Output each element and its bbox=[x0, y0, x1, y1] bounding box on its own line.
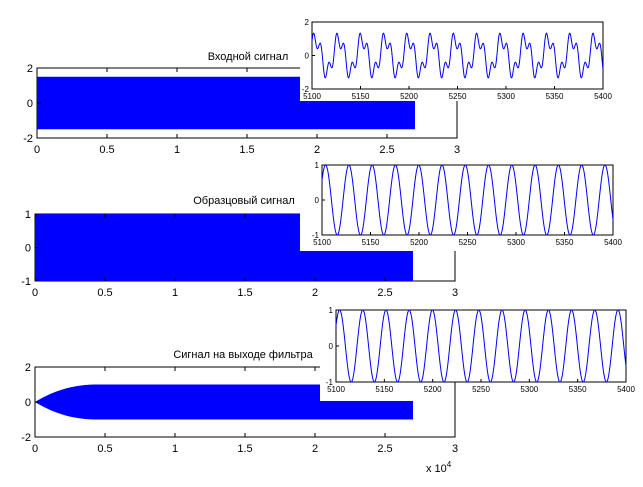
panel-3-inset-y-tick-label: 0 bbox=[329, 342, 334, 351]
panel-2-inset-series bbox=[321, 164, 614, 236]
panel-3-inset-axes bbox=[335, 309, 627, 383]
panel-1-title: Входной сигнал bbox=[208, 51, 289, 63]
panel-3-title: Сигнал на выходе фильтра bbox=[173, 349, 313, 361]
panel-1-inset-x-tick-label: 5250 bbox=[449, 92, 467, 101]
panel-3-inset-x-tick-label: 5300 bbox=[520, 385, 538, 394]
panel-1-inset-x-tick-label: 5150 bbox=[352, 92, 370, 101]
panel-1-inset-x-tick-label: 5350 bbox=[546, 92, 564, 101]
panel-1-inset-x-tick-label: 5100 bbox=[303, 92, 321, 101]
panel-2-inset-x-tick-label: 5250 bbox=[459, 238, 477, 247]
panel-1-inset-x-ticks: 5100 5150 5200 5250 5300 5350 5400 bbox=[303, 86, 612, 101]
panel-2-title: Образцовый сигнал bbox=[193, 195, 295, 207]
panel-2-x-tick-label: 1 bbox=[172, 287, 178, 299]
panel-2-x-tick-label: 2 bbox=[312, 287, 318, 299]
panel-3-inset-line bbox=[335, 309, 627, 383]
panel-3-x-tick-label: 3 bbox=[452, 443, 458, 455]
panel-3-y-ticks: -2 0 2 bbox=[21, 362, 39, 444]
panel-1-inset-x-tick-label: 5400 bbox=[594, 92, 612, 101]
panel-2-x-tick-label: 1.5 bbox=[237, 287, 252, 299]
panel-3-inset: 5100 5150 5200 5250 5300 5350 5400 -1 0 1 bbox=[320, 306, 635, 401]
panel-1-x-tick-label: 1.5 bbox=[239, 144, 254, 156]
panel-2-y-tick-label: 0 bbox=[25, 243, 31, 255]
x-multiplier: x 104 bbox=[426, 460, 452, 475]
panel-1-inset-x-tick-label: 5300 bbox=[497, 92, 515, 101]
panel-1-inset-series bbox=[311, 32, 604, 79]
panel-2-y-tick-label: -1 bbox=[21, 276, 31, 288]
panel-2-inset-y-tick-label: -1 bbox=[312, 231, 320, 240]
panel-3-y-tick-label: 2 bbox=[25, 362, 31, 374]
panel-3-inset-x-tick-label: 5350 bbox=[569, 385, 587, 394]
panel-1-y-tick-label: -2 bbox=[23, 133, 33, 145]
panel-2-inset-x-tick-label: 5150 bbox=[362, 238, 380, 247]
panel-1-inset-axes bbox=[311, 21, 604, 90]
panel-3-x-tick-label: 2.5 bbox=[377, 443, 392, 455]
panel-2-inset-x-tick-label: 5350 bbox=[556, 238, 574, 247]
panel-1-inset-y-tick-label: 0 bbox=[305, 52, 310, 61]
panel-2-inset-x-ticks: 5100 5150 5200 5250 5300 5350 5400 bbox=[313, 232, 622, 247]
panel-2-y-ticks: -1 0 1 bbox=[21, 209, 39, 288]
panel-1-inset-line bbox=[311, 32, 604, 79]
panel-3-inset-y-tick-label: -1 bbox=[326, 378, 334, 387]
panel-1-x-tick-label: 3 bbox=[454, 144, 460, 156]
panel-3-inset-x-tick-label: 5250 bbox=[472, 385, 490, 394]
panel-3-inset-x-tick-label: 5200 bbox=[424, 385, 442, 394]
panel-2-inset-line bbox=[321, 164, 614, 236]
panel-1-inset-y-tick-label: 2 bbox=[305, 18, 310, 27]
panel-2-inset-x-tick-label: 5100 bbox=[313, 238, 331, 247]
panel-2-x-tick-label: 2.5 bbox=[377, 287, 392, 299]
panel-3-inset-y-ticks: -1 0 1 bbox=[326, 306, 339, 387]
panel-2-inset-x-tick-label: 5200 bbox=[410, 238, 428, 247]
panel-1-inset-y-tick-label: -2 bbox=[302, 85, 310, 94]
x-multiplier-base: x 10 bbox=[426, 463, 447, 475]
panel-3-y-tick-label: -2 bbox=[21, 432, 31, 444]
panel-1-x-tick-label: 0.5 bbox=[99, 144, 114, 156]
panel-1-x-tick-label: 2 bbox=[314, 144, 320, 156]
panel-3-x-tick-label: 1.5 bbox=[237, 443, 252, 455]
panel-1-inset: 5100 5150 5200 5250 5300 5350 5400 -2 0 2 bbox=[300, 16, 612, 101]
panel-1-inset-x-tick-label: 5200 bbox=[400, 92, 418, 101]
panel-1-y-tick-label: 2 bbox=[27, 63, 33, 75]
panel-2-inset: 5100 5150 5200 5250 5300 5350 5400 -1 0 1 bbox=[300, 158, 622, 251]
panel-2-y-tick-label: 1 bbox=[25, 209, 31, 221]
panel-1-y-tick-label: 0 bbox=[27, 98, 33, 110]
panel-3-envelope bbox=[35, 384, 413, 420]
panel-3-envelope-fill bbox=[35, 384, 413, 420]
panel-1-inset-y-ticks: -2 0 2 bbox=[302, 18, 315, 94]
panel-2-x-tick-label: 3 bbox=[452, 287, 458, 299]
panel-2-inset-y-tick-label: 1 bbox=[315, 161, 320, 170]
panel-3-x-tick-label: 2 bbox=[312, 443, 318, 455]
panel-3-x-tick-label: 0.5 bbox=[97, 443, 112, 455]
panel-3-inset-y-tick-label: 1 bbox=[329, 306, 334, 315]
panel-3-x-tick-label: 1 bbox=[172, 443, 178, 455]
panel-3: Сигнал на выходе фильтра 0 0.5 1 1.5 2 2.5 3 -… bbox=[21, 349, 458, 475]
panel-3-inset-x-tick-label: 5150 bbox=[375, 385, 393, 394]
panel-2-inset-axes bbox=[321, 164, 614, 236]
panel-2-inset-y-ticks: -1 0 1 bbox=[312, 161, 325, 240]
panel-1-x-tick-label: 0 bbox=[34, 144, 40, 156]
panel-2-inset-y-tick-label: 0 bbox=[315, 196, 320, 205]
panel-3-inset-x-tick-label: 5400 bbox=[617, 385, 635, 394]
panel-1-x-ticks: 0 0.5 1 1.5 2 2.5 3 bbox=[34, 68, 460, 156]
panel-2-inset-x-tick-label: 5300 bbox=[507, 238, 525, 247]
panel-1-x-tick-label: 1 bbox=[174, 144, 180, 156]
panel-3-inset-series bbox=[335, 309, 627, 383]
x-multiplier-exponent: 4 bbox=[447, 460, 452, 469]
panel-2-x-tick-label: 0.5 bbox=[97, 287, 112, 299]
panel-3-x-tick-label: 0 bbox=[32, 443, 38, 455]
panel-3-inset-x-ticks: 5100 5150 5200 5250 5300 5350 5400 bbox=[327, 379, 635, 394]
panel-2-x-tick-label: 0 bbox=[32, 287, 38, 299]
panel-1-y-ticks: -2 0 2 bbox=[23, 63, 41, 145]
panel-3-y-tick-label: 0 bbox=[25, 397, 31, 409]
panel-1-x-tick-label: 2.5 bbox=[379, 144, 394, 156]
panel-3-inset-x-tick-label: 5100 bbox=[327, 385, 345, 394]
panel-2-inset-x-tick-label: 5400 bbox=[604, 238, 622, 247]
panel-3-x-ticks: 0 0.5 1 1.5 2 2.5 3 bbox=[32, 367, 458, 455]
panel-2-x-ticks: 0 0.5 1 1.5 2 2.5 3 bbox=[32, 214, 458, 299]
